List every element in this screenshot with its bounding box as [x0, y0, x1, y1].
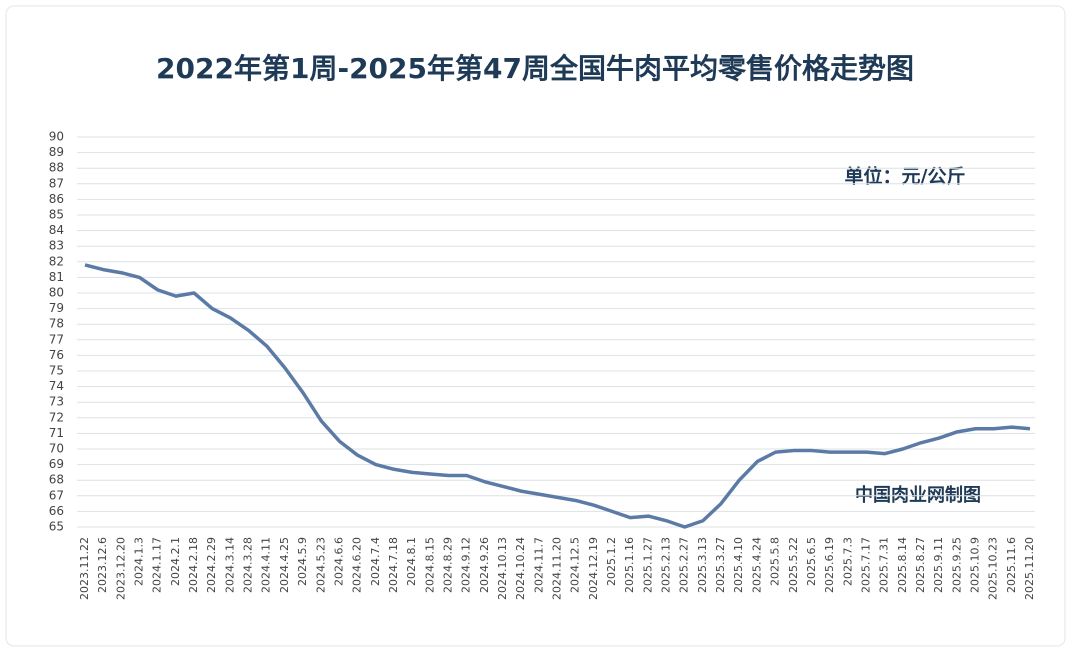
- y-tick-label: 72: [49, 410, 64, 424]
- chart-frame: [5, 5, 1066, 647]
- y-tick-label: 70: [49, 442, 64, 456]
- x-tick-label: 2024.5.23: [314, 537, 327, 593]
- x-tick-label: 2024.6.6: [332, 537, 345, 586]
- x-tick-label: 2024.10.13: [496, 537, 509, 600]
- x-tick-label: 2025.4.10: [732, 537, 745, 593]
- y-tick-label: 69: [49, 457, 64, 471]
- y-tick-label: 83: [49, 239, 64, 253]
- x-tick-label: 2025.2.13: [660, 537, 673, 593]
- y-tick-label: 77: [49, 332, 64, 346]
- x-tick-label: 2024.5.9: [296, 537, 309, 586]
- x-tick-label: 2024.3.14: [223, 537, 236, 593]
- x-tick-label: 2024.2.29: [205, 537, 218, 593]
- x-tick-label: 2024.9.26: [478, 537, 491, 593]
- y-tick-label: 86: [49, 192, 64, 206]
- x-tick-label: 2025.11.20: [1023, 537, 1036, 600]
- x-tick-label: 2024.12.19: [587, 537, 600, 600]
- unit-note: 单位：元/公斤: [845, 165, 966, 188]
- x-tick-label: 2024.3.28: [242, 537, 255, 593]
- y-tick-label: 82: [49, 254, 64, 268]
- x-tick-label: 2024.8.29: [441, 537, 454, 593]
- y-tick-label: 74: [49, 379, 64, 393]
- x-tick-label: 2025.8.14: [896, 537, 909, 593]
- y-tick-label: 90: [49, 130, 64, 144]
- x-tick-label: 2025.10.23: [987, 537, 1000, 600]
- x-tick-label: 2024.1.3: [133, 537, 146, 586]
- y-tick-label: 78: [49, 317, 64, 331]
- y-tick-label: 75: [49, 364, 64, 378]
- y-tick-label: 85: [49, 208, 64, 222]
- x-tick-label: 2025.11.6: [1005, 537, 1018, 593]
- x-tick-label: 2024.1.17: [151, 537, 164, 593]
- x-tick-label: 2024.12.5: [569, 537, 582, 593]
- x-tick-label: 2024.2.1: [169, 537, 182, 586]
- y-tick-label: 88: [49, 161, 64, 175]
- source-note: 中国肉业网制图: [855, 484, 981, 506]
- x-tick-label: 2025.4.24: [750, 537, 763, 593]
- x-tick-label: 2025.6.19: [823, 537, 836, 593]
- x-tick-label: 2024.7.18: [387, 537, 400, 593]
- x-tick-label: 2025.6.5: [805, 537, 818, 586]
- y-tick-label: 65: [49, 520, 64, 534]
- y-tick-label: 81: [49, 270, 64, 284]
- x-tick-label: 2024.11.20: [551, 537, 564, 600]
- chart-title: 2022年第1周-2025年第47周全国牛肉平均零售价格走势图: [156, 52, 914, 85]
- y-tick-label: 80: [49, 286, 64, 300]
- x-tick-label: 2024.10.24: [514, 537, 527, 600]
- x-tick-label: 2025.8.27: [914, 537, 927, 593]
- x-tick-label: 2024.4.25: [278, 537, 291, 593]
- x-tick-label: 2024.2.18: [187, 537, 200, 593]
- x-tick-label: 2025.7.31: [878, 537, 891, 593]
- x-tick-label: 2025.9.11: [932, 537, 945, 593]
- y-tick-label: 87: [49, 176, 64, 190]
- y-tick-label: 89: [49, 145, 64, 159]
- y-tick-label: 76: [49, 348, 64, 362]
- y-tick-label: 68: [49, 473, 64, 487]
- x-tick-label: 2023.11.22: [78, 537, 91, 600]
- x-tick-label: 2025.10.9: [968, 537, 981, 593]
- x-tick-label: 2025.5.22: [787, 537, 800, 593]
- x-tick-label: 2024.6.20: [351, 537, 364, 593]
- x-tick-label: 2024.8.1: [405, 537, 418, 586]
- y-tick-label: 66: [49, 504, 64, 518]
- x-tick-label: 2025.7.17: [859, 537, 872, 593]
- y-tick-label: 79: [49, 301, 64, 315]
- x-tick-label: 2025.1.27: [641, 537, 654, 593]
- y-tick-label: 71: [49, 426, 64, 440]
- y-tick-label: 73: [49, 395, 64, 409]
- y-tick-label: 84: [49, 223, 64, 237]
- x-tick-label: 2024.4.11: [260, 537, 273, 593]
- x-tick-label: 2024.8.15: [423, 537, 436, 593]
- x-tick-label: 2025.2.27: [678, 537, 691, 593]
- x-tick-label: 2024.11.7: [532, 537, 545, 593]
- x-tick-label: 2023.12.20: [114, 537, 127, 600]
- price-line: [84, 263, 1031, 529]
- x-tick-label: 2025.7.3: [841, 537, 854, 586]
- x-tick-label: 2023.12.6: [96, 537, 109, 593]
- x-tick-label: 2025.3.13: [696, 537, 709, 593]
- x-tick-label: 2025.9.25: [950, 537, 963, 593]
- x-tick-label: 2024.7.4: [369, 537, 382, 586]
- x-tick-label: 2024.9.12: [460, 537, 473, 593]
- x-tick-label: 2025.1.16: [623, 537, 636, 593]
- x-tick-label: 2025.1.2: [605, 537, 618, 586]
- x-tick-label: 2025.5.8: [769, 537, 782, 586]
- x-tick-label: 2025.3.27: [714, 537, 727, 593]
- y-tick-label: 67: [49, 488, 64, 502]
